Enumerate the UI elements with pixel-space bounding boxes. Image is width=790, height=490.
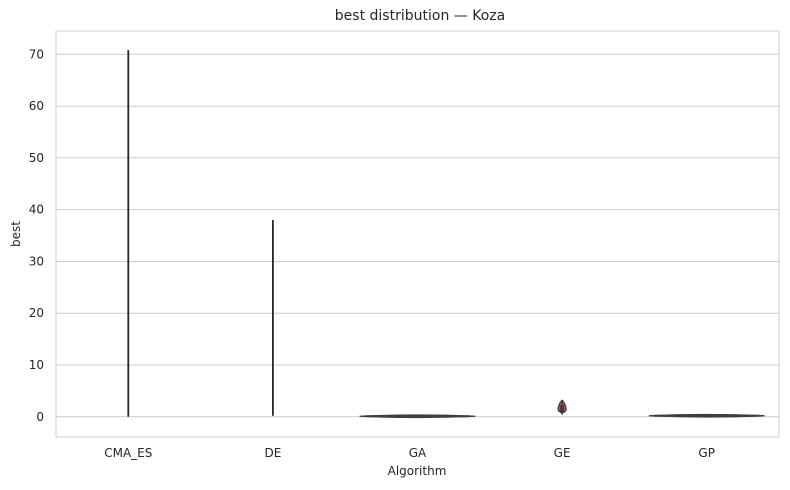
y-tick-labels: 0 10 20 30 40 50 60 70 <box>29 47 44 424</box>
violin-ga <box>359 414 476 419</box>
y-tick-label: 20 <box>29 306 44 320</box>
x-tick-label: GE <box>554 446 571 460</box>
x-tick-labels: CMA_ES DE GA GE GP <box>104 446 715 460</box>
y-tick-label: 50 <box>29 151 44 165</box>
y-tick-label: 40 <box>29 203 44 217</box>
chart-title: best distribution — Koza <box>335 8 505 24</box>
grid-lines <box>56 53 779 418</box>
y-tick-label: 10 <box>29 358 44 372</box>
y-axis-label: best <box>9 221 23 247</box>
x-tick-label: DE <box>264 446 281 460</box>
y-tick-label: 70 <box>29 47 44 61</box>
violin-ge <box>557 399 567 416</box>
y-tick-label: 0 <box>36 410 44 424</box>
violins <box>127 50 765 419</box>
violin-gp <box>648 413 765 418</box>
y-tick-label: 30 <box>29 254 44 268</box>
plot-frame <box>55 30 780 438</box>
violin-inner-box <box>560 405 565 414</box>
x-tick-label: CMA_ES <box>104 446 152 460</box>
x-axis-label: Algorithm <box>388 464 447 478</box>
y-tick-label: 60 <box>29 99 44 113</box>
x-tick-label: GA <box>409 446 427 460</box>
x-tick-label: GP <box>698 446 715 460</box>
